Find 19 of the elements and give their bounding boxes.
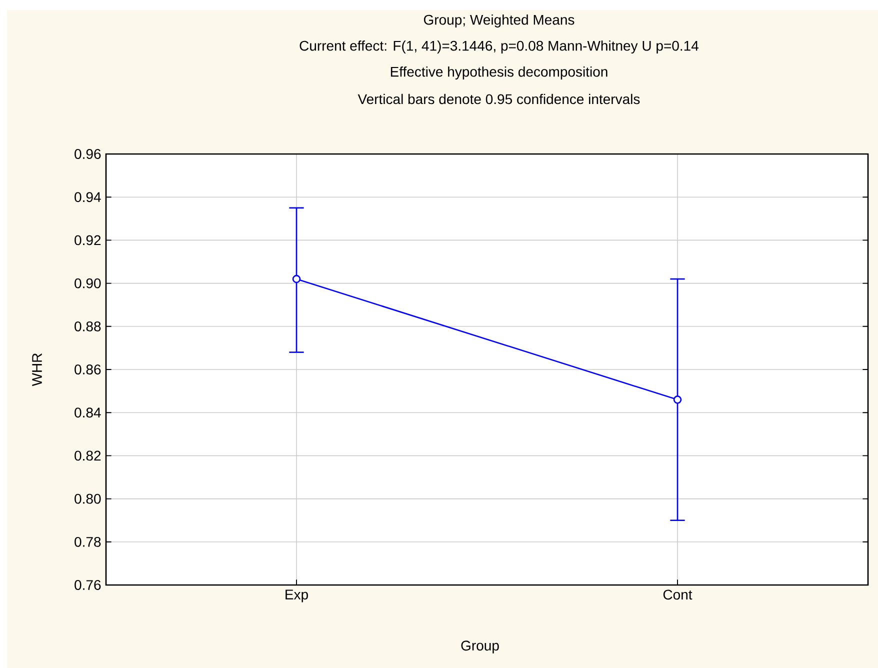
y-tick-label: 0.88	[74, 321, 101, 332]
y-tick-label: 0.80	[74, 494, 101, 504]
y-tick-label: 0.96	[74, 149, 101, 159]
y-axis-title: WHR	[32, 353, 42, 386]
y-tick-label: 0.78	[74, 536, 101, 547]
y-tick-label: 0.90	[74, 278, 101, 288]
y-tick-label: 0.82	[74, 450, 101, 461]
y-tick-label: 0.86	[74, 364, 101, 374]
chart-subtitle: Current effect: F(1, 41)=3.1446, p=0.08 Mann-Whitney U p=0.14	[300, 40, 698, 54]
chart-title: Group; Weighted Means	[424, 14, 574, 28]
y-tick-label: 0.92	[74, 235, 101, 246]
text: Vertical bars denote 0.95 confidence intervals	[358, 94, 640, 104]
text: Effective hypothesis decomposition	[390, 66, 608, 80]
x-tick-label: Cont	[663, 590, 692, 600]
y-tick-label: 0.84	[74, 408, 101, 418]
x-axis-title: Group	[461, 640, 499, 654]
y-tick-label: 0.76	[74, 580, 101, 590]
y-tick-label: 0.94	[74, 192, 101, 202]
x-tick-label: Exp	[286, 590, 308, 602]
